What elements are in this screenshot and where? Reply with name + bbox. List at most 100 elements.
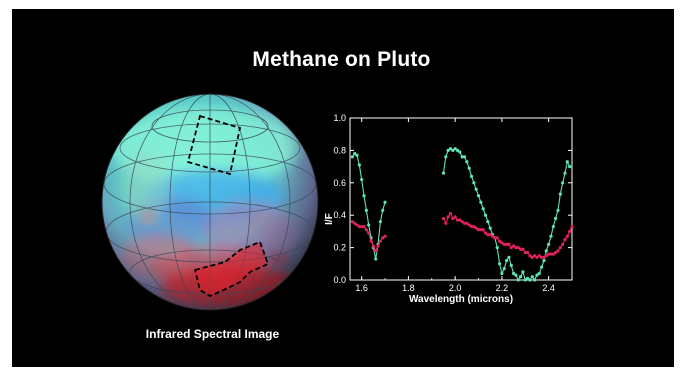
series-1-point: [570, 224, 574, 229]
series-0-point: [528, 278, 532, 282]
series-0-point: [549, 234, 553, 238]
series-0-point: [565, 160, 569, 164]
y-tick-label: 0.6: [333, 178, 346, 188]
series-0-point: [495, 246, 499, 250]
series-1-point: [486, 233, 490, 237]
series-0-point: [526, 276, 530, 280]
series-0-point: [476, 194, 481, 198]
series-1-point: [460, 220, 464, 224]
series-0-point: [483, 213, 488, 217]
x-tick-label: 2.0: [449, 283, 462, 293]
y-axis-label: I/F: [324, 213, 335, 225]
series-0-point: [542, 258, 546, 263]
series-0-point: [547, 242, 551, 246]
series-0-point: [516, 278, 520, 282]
series-1-point: [502, 242, 506, 246]
series-0-point: [460, 155, 464, 159]
series-0-point: [535, 273, 539, 277]
series-0-point: [486, 220, 490, 224]
series-1-point: [474, 226, 478, 230]
series-0-point: [523, 278, 527, 282]
series-1-point: [376, 244, 380, 248]
series-1-point: [481, 228, 485, 232]
series-0-point: [367, 223, 371, 227]
series-0-point: [502, 267, 506, 271]
series-0-point: [474, 187, 478, 191]
series-0-point: [472, 181, 476, 185]
series-1-point: [488, 233, 492, 237]
series-0-point: [507, 255, 511, 259]
series-1-point: [528, 254, 532, 258]
series-0-point: [364, 208, 368, 212]
series-0-point: [362, 194, 366, 198]
series-1-point: [367, 231, 371, 235]
series-1-point: [537, 254, 541, 258]
series-1-point: [383, 234, 387, 238]
series-1-point: [523, 250, 527, 255]
series-0-point: [568, 165, 572, 169]
series-0-point: [455, 148, 460, 152]
series-0-point: [467, 166, 471, 170]
series-0-point: [355, 153, 359, 157]
series-1-point: [350, 220, 354, 224]
series-1-point: [563, 237, 567, 242]
series-1-point: [371, 244, 375, 248]
series-1-point: [568, 229, 572, 233]
series-1-point: [453, 215, 457, 219]
series-0-point: [441, 171, 446, 175]
series-0-point: [488, 226, 492, 230]
series-0-point: [453, 147, 457, 151]
series-1-point: [542, 255, 546, 259]
series-0-point: [561, 181, 565, 185]
series-1-point: [462, 221, 467, 225]
series-1-point: [369, 239, 373, 243]
series-1-point: [551, 252, 555, 256]
series-0-point: [479, 200, 483, 204]
series-0-point: [378, 220, 382, 224]
series-1-point: [465, 221, 469, 225]
series-0-point: [383, 200, 387, 204]
y-tick-label: 0.8: [333, 145, 346, 155]
series-1-point: [497, 239, 502, 243]
series-0-point: [514, 273, 518, 277]
series-0-point: [444, 155, 448, 159]
series-0-point: [509, 263, 513, 268]
series-1-point: [535, 255, 539, 259]
series-0-point: [511, 271, 516, 276]
series-1-point: [469, 224, 474, 229]
series-1-point: [565, 234, 569, 238]
series-1-point: [451, 216, 455, 221]
series-0-point: [374, 257, 378, 261]
series-1-point: [441, 216, 446, 221]
series-0-point: [554, 216, 558, 221]
series-0-point: [360, 177, 364, 182]
series-1-point: [374, 249, 378, 253]
series-0-point: [381, 208, 385, 212]
series-1-point: [554, 250, 558, 255]
x-tick-label: 2.4: [542, 283, 555, 293]
series-1-point: [561, 242, 565, 246]
series-0-point: [551, 224, 555, 229]
series-1-point: [355, 223, 359, 227]
series-1-point: [504, 242, 509, 246]
series-1-point: [357, 224, 361, 229]
series-1-point: [360, 224, 364, 229]
globe-caption: Infrared Spectral Image: [145, 327, 280, 341]
series-1-point: [500, 241, 504, 245]
series-1-point: [556, 249, 560, 253]
series-1-point: [511, 244, 516, 248]
series-1-point: [558, 246, 562, 250]
series-0-point: [458, 150, 462, 154]
series-1-point: [533, 254, 537, 258]
series-0-point: [556, 208, 560, 212]
methane-spectrum-chart: 1.6 1.8 2.0 2.2 2.4 0.0 0.2 0.4 0.6 0.8 1.0 Wavelen…: [318, 108, 580, 314]
series-0-point: [537, 271, 541, 276]
series-0-point: [353, 152, 357, 156]
series-0-point: [504, 258, 509, 263]
pluto-infrared-globe-icon: [101, 93, 319, 311]
series-1-point: [381, 236, 385, 240]
series-0-point: [462, 155, 467, 159]
series-1-point: [444, 221, 448, 225]
series-0-point: [530, 275, 534, 279]
pluto-globe-image: [100, 92, 320, 312]
